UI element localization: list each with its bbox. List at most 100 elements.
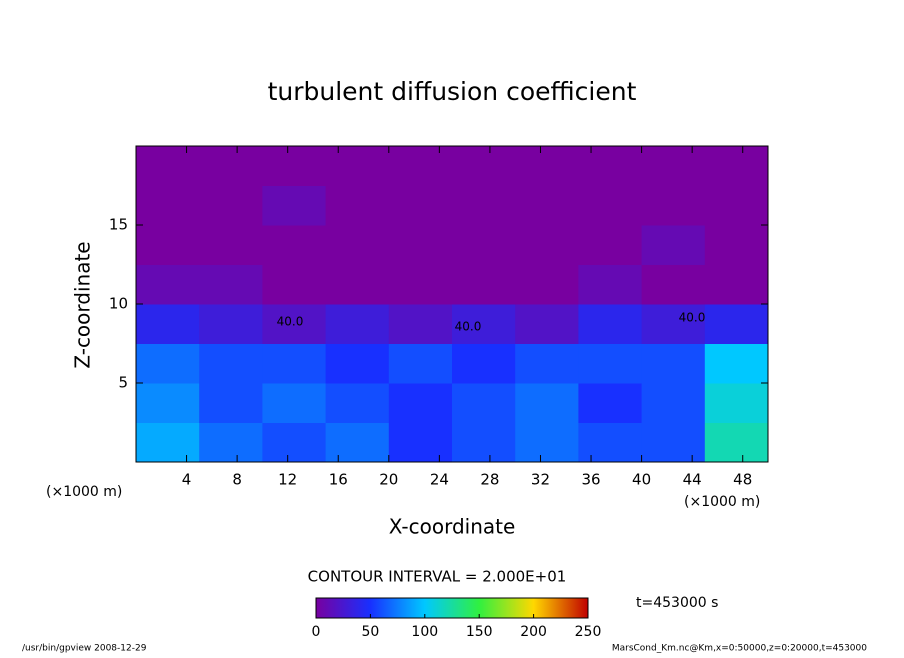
field-cell <box>262 146 327 186</box>
field-cell <box>704 343 769 384</box>
field-cell <box>388 383 453 423</box>
field-cell <box>704 383 769 423</box>
y-tick-label: 5 <box>118 374 128 392</box>
field-cell <box>199 422 263 463</box>
colorbar <box>315 597 589 619</box>
field-cell <box>578 146 643 186</box>
field-cell <box>704 185 769 226</box>
field-cell <box>515 264 579 305</box>
field-cell <box>388 343 453 384</box>
field-cell <box>136 185 200 226</box>
field-cell <box>452 264 516 305</box>
field-cell <box>704 304 769 344</box>
colorbar-tick-label: 150 <box>466 624 493 640</box>
y-tick-label: 15 <box>109 216 128 234</box>
footer-right: MarsCond_Km.nc@Km,x=0:50000,z=0:20000,t=… <box>612 644 867 654</box>
field-cell <box>704 225 769 265</box>
field-cell <box>515 225 579 265</box>
field-cell <box>262 422 327 463</box>
field-cell <box>515 146 579 186</box>
field-cell <box>262 185 327 226</box>
field-cell <box>578 185 643 226</box>
field-cell <box>515 343 579 384</box>
field-cell <box>325 225 390 265</box>
field-cell <box>388 304 453 344</box>
y-tick-label: 10 <box>109 295 128 313</box>
y-axis-label: Z-coordinate <box>71 241 95 368</box>
field-cell <box>262 343 327 384</box>
field-cell <box>325 264 390 305</box>
field-cell <box>388 422 453 463</box>
field-cell <box>136 264 200 305</box>
field-cell <box>136 422 200 463</box>
field-cell <box>136 383 200 423</box>
field-cell <box>515 383 579 423</box>
field-cell <box>578 343 643 384</box>
field-cell <box>325 185 390 226</box>
field-cell <box>641 146 706 186</box>
x-axis-label: X-coordinate <box>389 515 516 539</box>
x-tick-label: 12 <box>278 471 297 489</box>
field-cell <box>704 264 769 305</box>
colorbar-tick-label: 250 <box>575 624 602 640</box>
field-cell <box>452 185 516 226</box>
x-tick-label: 44 <box>683 471 702 489</box>
x-tick-label: 48 <box>733 471 752 489</box>
field-cell <box>452 422 516 463</box>
x-tick-label: 28 <box>480 471 499 489</box>
field-cell <box>578 422 643 463</box>
field-cell <box>388 264 453 305</box>
field-cell <box>641 422 706 463</box>
x-tick-label: 36 <box>581 471 600 489</box>
field-cell <box>452 225 516 265</box>
field-cell <box>199 225 263 265</box>
x-unit: (×1000 m) <box>684 494 760 510</box>
field-cell <box>388 146 453 186</box>
field-cell <box>578 304 643 344</box>
x-tick-label: 4 <box>182 471 192 489</box>
field-cell <box>515 304 579 344</box>
field-cell <box>325 383 390 423</box>
field-cell <box>704 422 769 463</box>
colorbar-tick-label: 0 <box>312 624 321 640</box>
field-cell <box>136 225 200 265</box>
y-unit: (×1000 m) <box>46 484 122 500</box>
field-cell <box>199 146 263 186</box>
field-cell <box>578 264 643 305</box>
field-cell <box>641 264 706 305</box>
field-cell <box>325 422 390 463</box>
field-cell <box>641 383 706 423</box>
field-cell <box>199 343 263 384</box>
colorbar-tick-label: 100 <box>411 624 438 640</box>
field-cell <box>325 343 390 384</box>
field-cell <box>136 343 200 384</box>
field-cell <box>515 185 579 226</box>
field-cell <box>388 225 453 265</box>
field-cell <box>136 146 200 186</box>
field-cell <box>199 304 263 344</box>
x-tick-label: 32 <box>531 471 550 489</box>
field-cell <box>641 304 706 344</box>
field-cell <box>262 304 327 344</box>
colorbar-tick-label: 200 <box>520 624 547 640</box>
field-cell <box>199 264 263 305</box>
x-tick-label: 16 <box>329 471 348 489</box>
field-cell <box>262 225 327 265</box>
field-cell <box>199 185 263 226</box>
field-cell <box>262 264 327 305</box>
field-cell <box>452 383 516 423</box>
field-cell <box>704 146 769 186</box>
colorbar-tick-label: 50 <box>361 624 379 640</box>
x-tick-label: 24 <box>430 471 449 489</box>
chart-title: turbulent diffusion coefficient <box>268 77 637 106</box>
field-cell <box>578 383 643 423</box>
field-cell <box>641 185 706 226</box>
field-cell <box>641 343 706 384</box>
field-cell <box>452 304 516 344</box>
contour-label: 40.0 <box>455 320 482 334</box>
contour-interval: CONTOUR INTERVAL = 2.000E+01 <box>308 568 567 586</box>
contour-label: 40.0 <box>277 315 304 329</box>
contour-label: 40.0 <box>679 311 706 325</box>
field-cell <box>136 304 200 344</box>
